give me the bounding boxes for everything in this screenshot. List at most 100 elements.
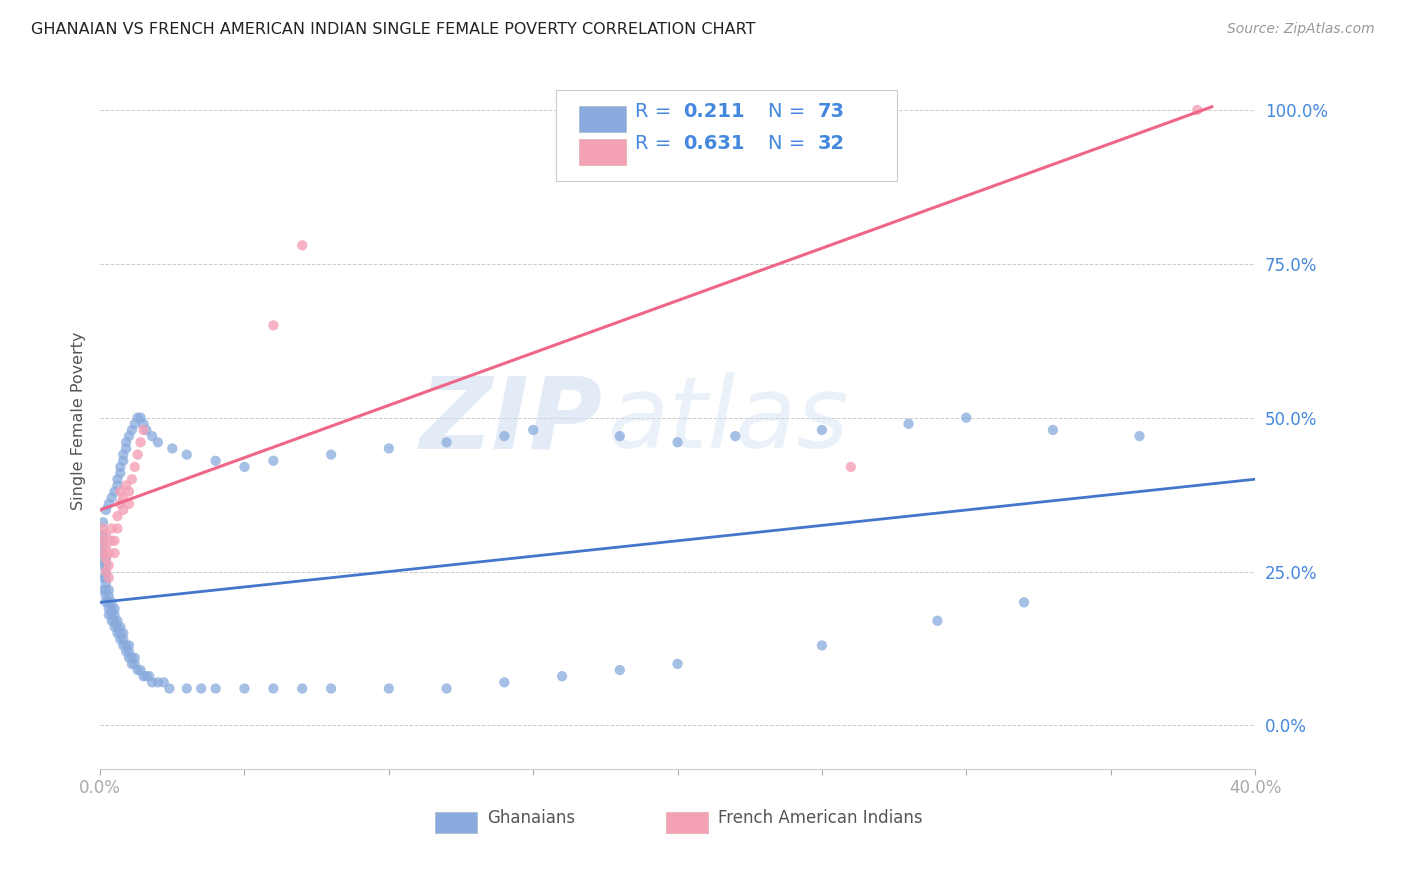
Point: [100, 533, 122, 548]
Point: [112, 632, 135, 647]
Point: [204, 454, 226, 468]
Point: [118, 429, 141, 443]
Point: [103, 620, 125, 634]
FancyBboxPatch shape: [434, 813, 477, 833]
Point: [124, 650, 146, 665]
Point: [121, 472, 143, 486]
Point: [91, 527, 114, 541]
Point: [97, 607, 120, 622]
Point: [118, 644, 141, 658]
Point: [112, 503, 135, 517]
Text: 0.631: 0.631: [683, 135, 745, 153]
Point: [176, 448, 198, 462]
Point: [233, 681, 256, 696]
Point: [115, 639, 138, 653]
Point: [811, 423, 834, 437]
Point: [141, 429, 163, 443]
Point: [94, 558, 117, 573]
Point: [94, 565, 117, 579]
Point: [100, 521, 122, 535]
Point: [118, 497, 141, 511]
Point: [112, 626, 135, 640]
Point: [897, 417, 920, 431]
Text: 32: 32: [817, 135, 845, 153]
Point: [176, 681, 198, 696]
Point: [107, 521, 129, 535]
Point: [262, 318, 284, 333]
Point: [97, 558, 120, 573]
Point: [91, 521, 114, 535]
Point: [107, 509, 129, 524]
Point: [107, 614, 129, 628]
Point: [1187, 103, 1209, 117]
Point: [107, 472, 129, 486]
Point: [91, 546, 114, 560]
Point: [124, 657, 146, 671]
Point: [91, 571, 114, 585]
Point: [94, 552, 117, 566]
Point: [97, 497, 120, 511]
Point: [204, 681, 226, 696]
Point: [91, 582, 114, 597]
Point: [115, 644, 138, 658]
Point: [100, 614, 122, 628]
Point: [132, 669, 155, 683]
Point: [135, 669, 157, 683]
Point: [436, 435, 458, 450]
Point: [121, 650, 143, 665]
Point: [112, 639, 135, 653]
Point: [94, 571, 117, 585]
Point: [436, 681, 458, 696]
Point: [91, 540, 114, 554]
Point: [107, 626, 129, 640]
Point: [190, 681, 212, 696]
Point: [107, 478, 129, 492]
Point: [118, 484, 141, 499]
Point: [110, 620, 132, 634]
Point: [127, 410, 149, 425]
Point: [378, 681, 401, 696]
Point: [97, 589, 120, 603]
Text: N =: N =: [768, 135, 811, 153]
Text: GHANAIAN VS FRENCH AMERICAN INDIAN SINGLE FEMALE POVERTY CORRELATION CHART: GHANAIAN VS FRENCH AMERICAN INDIAN SINGL…: [31, 22, 755, 37]
Point: [138, 669, 160, 683]
Point: [135, 423, 157, 437]
Point: [97, 546, 120, 560]
Point: [103, 614, 125, 628]
Point: [100, 595, 122, 609]
Text: Ghanaians: Ghanaians: [486, 809, 575, 827]
Point: [1042, 423, 1064, 437]
Point: [132, 417, 155, 431]
Point: [91, 552, 114, 566]
Point: [110, 466, 132, 480]
Point: [724, 429, 747, 443]
Point: [121, 657, 143, 671]
Text: 0.211: 0.211: [683, 102, 745, 120]
Point: [551, 669, 574, 683]
Point: [97, 601, 120, 615]
Point: [103, 484, 125, 499]
Point: [121, 423, 143, 437]
Text: atlas: atlas: [609, 372, 849, 469]
Point: [112, 491, 135, 505]
Point: [100, 601, 122, 615]
Point: [118, 650, 141, 665]
Point: [522, 423, 544, 437]
Point: [91, 516, 114, 530]
Point: [91, 546, 114, 560]
Point: [107, 620, 129, 634]
Point: [319, 681, 342, 696]
Point: [97, 571, 120, 585]
Point: [129, 435, 152, 450]
Text: R =: R =: [636, 102, 678, 120]
Point: [494, 675, 516, 690]
Text: Source: ZipAtlas.com: Source: ZipAtlas.com: [1227, 22, 1375, 37]
Point: [91, 546, 114, 560]
Point: [94, 595, 117, 609]
Point: [94, 589, 117, 603]
Point: [115, 478, 138, 492]
Point: [91, 558, 114, 573]
Point: [129, 663, 152, 677]
Point: [494, 429, 516, 443]
Point: [141, 675, 163, 690]
